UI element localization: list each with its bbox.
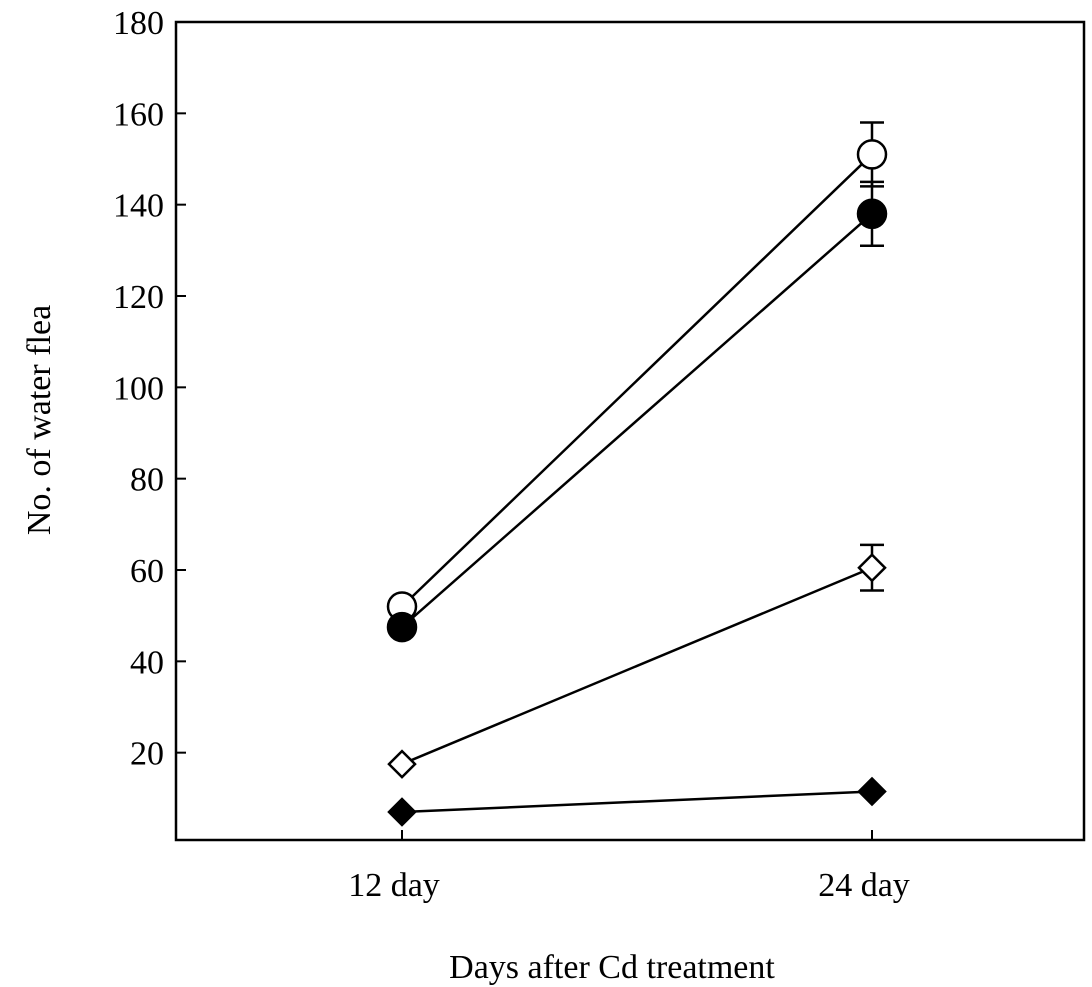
y-tick-label: 20 xyxy=(130,736,164,773)
y-tick-label: 160 xyxy=(113,96,164,133)
series-layer xyxy=(386,121,888,827)
data-point xyxy=(856,198,888,230)
data-point xyxy=(387,797,417,827)
series-filled-circle xyxy=(386,180,888,643)
data-point xyxy=(857,776,887,807)
plot-frame xyxy=(174,20,1086,842)
y-axis-ticks: 20 40 60 80 100 120 140 160 180 xyxy=(113,5,186,773)
data-point xyxy=(856,139,888,170)
series-line xyxy=(401,790,873,814)
y-tick-label: 120 xyxy=(113,279,164,316)
data-point xyxy=(387,749,417,779)
series-line xyxy=(401,566,873,766)
y-axis-title: No. of water flea xyxy=(21,305,58,535)
data-point xyxy=(857,552,887,583)
y-tick-label: 60 xyxy=(130,553,164,590)
x-tick-label: 12 day xyxy=(348,867,440,904)
y-tick-label: 80 xyxy=(130,462,164,499)
series-line xyxy=(401,153,873,608)
data-point xyxy=(386,611,418,643)
y-tick-label: 180 xyxy=(113,5,164,42)
x-tick-label: 24 day xyxy=(818,867,910,904)
y-tick-label: 140 xyxy=(113,188,164,225)
series-filled-diamond xyxy=(387,776,887,827)
y-tick-label: 40 xyxy=(130,644,164,681)
y-tick-label: 100 xyxy=(113,370,164,407)
x-axis-title: Days after Cd treatment xyxy=(449,949,775,986)
series-line xyxy=(401,212,873,629)
series-open-circle xyxy=(386,121,888,622)
x-axis-ticks: 12 day 24 day xyxy=(348,830,910,904)
series-open-diamond xyxy=(387,543,887,779)
